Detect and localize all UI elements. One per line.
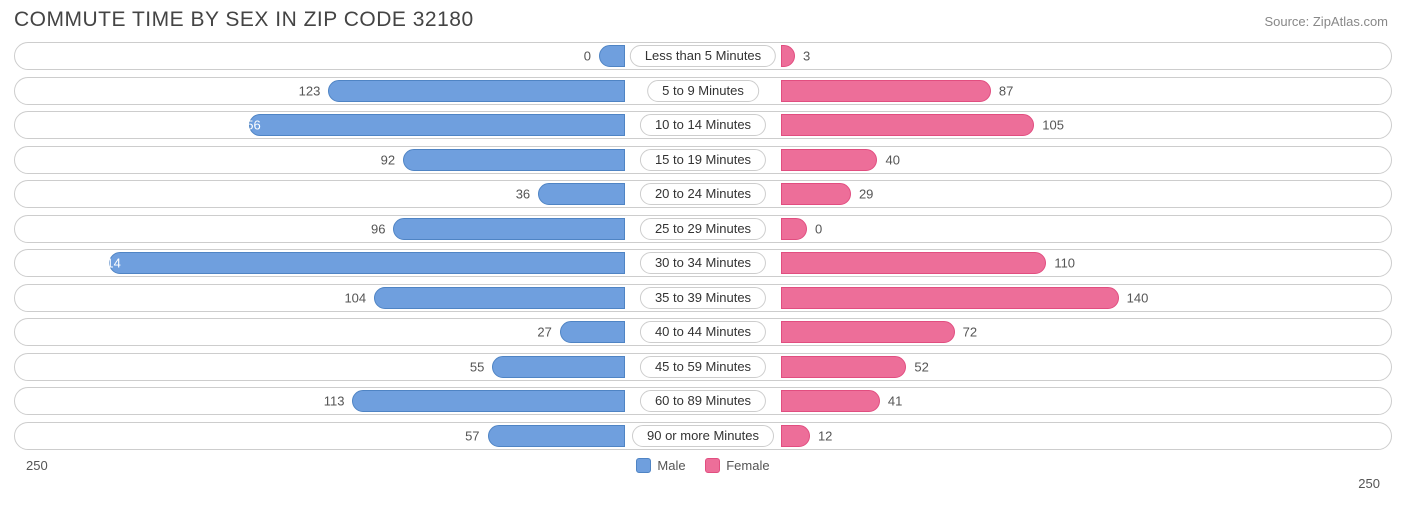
row-category-label: 35 to 39 Minutes bbox=[640, 287, 766, 309]
female-bar bbox=[781, 390, 880, 412]
male-bar bbox=[352, 390, 625, 412]
legend-label-male: Male bbox=[657, 458, 685, 473]
row-category-label: 20 to 24 Minutes bbox=[640, 183, 766, 205]
female-bar bbox=[781, 80, 991, 102]
female-bar bbox=[781, 287, 1119, 309]
female-value: 52 bbox=[914, 359, 928, 374]
chart-title: COMMUTE TIME BY SEX IN ZIP CODE 32180 bbox=[14, 8, 474, 32]
chart-row: 45 to 59 Minutes 55 52 bbox=[14, 353, 1392, 381]
female-bar bbox=[781, 321, 955, 343]
male-bar bbox=[328, 80, 625, 102]
source-attribution: Source: ZipAtlas.com bbox=[1264, 14, 1388, 29]
male-value: 113 bbox=[324, 394, 345, 409]
row-category-label: 60 to 89 Minutes bbox=[640, 390, 766, 412]
legend-label-female: Female bbox=[726, 458, 769, 473]
female-value: 87 bbox=[999, 83, 1013, 98]
male-bar bbox=[393, 218, 625, 240]
male-bar bbox=[374, 287, 625, 309]
female-value: 40 bbox=[885, 152, 899, 167]
chart-row: 90 or more Minutes 57 12 bbox=[14, 422, 1392, 450]
chart-row: 25 to 29 Minutes 96 0 bbox=[14, 215, 1392, 243]
row-category-label: 30 to 34 Minutes bbox=[640, 252, 766, 274]
male-value: 92 bbox=[381, 152, 395, 167]
chart-row: 35 to 39 Minutes 104 140 bbox=[14, 284, 1392, 312]
male-bar bbox=[560, 321, 625, 343]
female-bar bbox=[781, 425, 810, 447]
chart-row: 40 to 44 Minutes 27 72 bbox=[14, 318, 1392, 346]
row-category-label: 90 or more Minutes bbox=[632, 425, 774, 447]
chart-row: 5 to 9 Minutes 123 87 bbox=[14, 77, 1392, 105]
row-category-label: 25 to 29 Minutes bbox=[640, 218, 766, 240]
female-value: 29 bbox=[859, 187, 873, 202]
female-value: 12 bbox=[818, 428, 832, 443]
female-value: 3 bbox=[803, 49, 810, 64]
female-value: 105 bbox=[1042, 118, 1064, 133]
female-value: 0 bbox=[815, 221, 822, 236]
row-category-label: 10 to 14 Minutes bbox=[640, 114, 766, 136]
row-category-label: 45 to 59 Minutes bbox=[640, 356, 766, 378]
male-value: 57 bbox=[465, 428, 479, 443]
chart-footer: 250 Male Female 250 bbox=[0, 456, 1406, 476]
legend-item-male: Male bbox=[636, 458, 685, 473]
axis-max-right: 250 bbox=[1358, 476, 1380, 491]
female-value: 110 bbox=[1054, 256, 1075, 271]
axis-max-left: 250 bbox=[26, 458, 48, 473]
row-category-label: 40 to 44 Minutes bbox=[640, 321, 766, 343]
male-bar bbox=[599, 45, 625, 67]
female-bar bbox=[781, 218, 807, 240]
chart-row: 10 to 14 Minutes 156 105 bbox=[14, 111, 1392, 139]
row-category-label: Less than 5 Minutes bbox=[630, 45, 776, 67]
male-value: 96 bbox=[371, 221, 385, 236]
female-value: 140 bbox=[1127, 290, 1149, 305]
legend-swatch-female bbox=[705, 458, 720, 473]
male-bar bbox=[488, 425, 625, 447]
legend-swatch-male bbox=[636, 458, 651, 473]
header: COMMUTE TIME BY SEX IN ZIP CODE 32180 So… bbox=[0, 0, 1406, 36]
female-bar bbox=[781, 45, 795, 67]
diverging-bar-chart: Less than 5 Minutes 0 3 5 to 9 Minutes 123 87… bbox=[0, 36, 1406, 450]
chart-row: 60 to 89 Minutes 113 41 bbox=[14, 387, 1392, 415]
legend: Male Female bbox=[18, 458, 1388, 476]
male-bar bbox=[109, 252, 625, 274]
male-value: 27 bbox=[537, 325, 551, 340]
female-bar bbox=[781, 252, 1046, 274]
row-category-label: 5 to 9 Minutes bbox=[647, 80, 759, 102]
male-value: 123 bbox=[299, 83, 321, 98]
male-value: 55 bbox=[470, 359, 484, 374]
male-value: 36 bbox=[516, 187, 530, 202]
female-bar bbox=[781, 149, 877, 171]
male-value: 214 bbox=[99, 256, 121, 271]
male-bar bbox=[403, 149, 625, 171]
chart-row: Less than 5 Minutes 0 3 bbox=[14, 42, 1392, 70]
legend-item-female: Female bbox=[705, 458, 769, 473]
female-bar bbox=[781, 356, 906, 378]
chart-row: 20 to 24 Minutes 36 29 bbox=[14, 180, 1392, 208]
male-bar bbox=[492, 356, 625, 378]
male-value: 156 bbox=[239, 118, 261, 133]
male-bar bbox=[538, 183, 625, 205]
female-value: 72 bbox=[963, 325, 977, 340]
chart-row: 15 to 19 Minutes 92 40 bbox=[14, 146, 1392, 174]
row-category-label: 15 to 19 Minutes bbox=[640, 149, 766, 171]
female-bar bbox=[781, 114, 1034, 136]
male-value: 0 bbox=[584, 49, 591, 64]
female-bar bbox=[781, 183, 851, 205]
chart-row: 30 to 34 Minutes 214 110 bbox=[14, 249, 1392, 277]
female-value: 41 bbox=[888, 394, 902, 409]
male-value: 104 bbox=[344, 290, 366, 305]
male-bar bbox=[249, 114, 625, 136]
